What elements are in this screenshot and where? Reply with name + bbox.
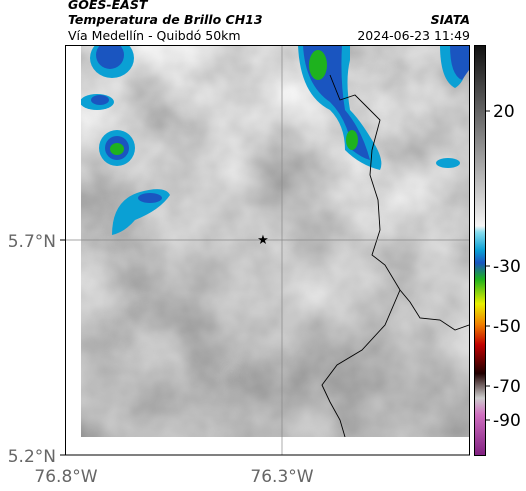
satellite-image	[81, 45, 469, 437]
location-marker: ★	[257, 233, 269, 248]
colorbar-label: 20	[493, 102, 515, 122]
subtitle: Vía Medellín - Quibdó 50km	[68, 28, 241, 43]
map-frame	[65, 45, 470, 456]
lon-tick-label: 76.3°W	[250, 467, 313, 487]
lat-tick-label: 5.7°N	[8, 232, 56, 252]
colorbar-label: -90	[493, 411, 521, 431]
source: SIATA	[431, 12, 470, 27]
colorbar-label: -30	[493, 257, 521, 277]
title: Temperatura de Brillo CH13	[68, 12, 263, 27]
colorbar-ticks	[486, 110, 490, 421]
cold-clouds	[81, 45, 469, 235]
borders	[321, 74, 469, 437]
colorbar	[474, 45, 486, 456]
timestamp: 2024-06-23 11:49	[357, 28, 470, 43]
lat-tick-label: 5.2°N	[8, 447, 56, 467]
product: GOES-EAST	[68, 0, 149, 12]
lon-tick-label: 76.8°W	[34, 467, 97, 487]
colorbar-label: -50	[493, 317, 521, 337]
colorbar-label: -70	[493, 377, 521, 397]
